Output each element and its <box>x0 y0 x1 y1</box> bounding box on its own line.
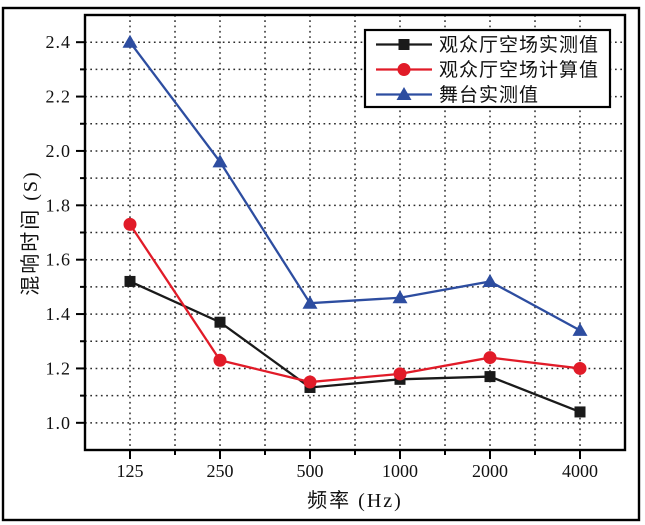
marker-triangle-icon <box>396 87 412 100</box>
marker-triangle-icon <box>572 322 588 336</box>
legend-label: 观众厅空场实测值 <box>439 34 599 56</box>
marker-square-icon <box>124 275 136 287</box>
marker-triangle-icon <box>392 290 408 304</box>
marker-square-icon <box>574 406 586 418</box>
y-axis-title: 混响时间 (S) <box>20 170 42 296</box>
marker-square-icon <box>398 39 410 50</box>
y-tick-label: 2.2 <box>46 87 72 107</box>
tick-labels: 1.0 1.2 1.4 1.6 1.8 2.0 2.2 2.4 125 250 500 1000 200… <box>46 32 599 481</box>
legend-label: 观众厅空场计算值 <box>439 59 599 81</box>
series-line <box>129 223 581 384</box>
x-tick-label: 250 <box>207 461 234 481</box>
x-tick-label: 125 <box>117 461 144 481</box>
y-tick-label: 1.2 <box>46 358 72 378</box>
y-tick-label: 1.0 <box>46 413 72 433</box>
marker-square-icon <box>484 371 496 383</box>
x-tick-label: 2000 <box>472 461 508 481</box>
marker-square-icon <box>214 316 226 328</box>
axis-ticks <box>76 41 581 459</box>
y-tick-label: 1.8 <box>46 195 72 215</box>
marker-triangle-icon <box>482 273 498 287</box>
series-1 <box>123 217 587 389</box>
legend-label: 舞台实测值 <box>439 84 539 106</box>
series-2 <box>122 34 588 336</box>
y-tick-label: 1.4 <box>46 304 72 324</box>
x-tick-label: 1000 <box>382 461 418 481</box>
x-tick-label: 4000 <box>562 461 598 481</box>
x-tick-label: 500 <box>297 461 324 481</box>
y-tick-label: 1.6 <box>46 250 72 270</box>
x-axis-title: 频率 (Hz) <box>307 490 403 512</box>
marker-circle-icon <box>483 351 497 365</box>
marker-circle-icon <box>573 361 587 375</box>
marker-circle-icon <box>123 217 137 231</box>
marker-circle-icon <box>393 367 407 381</box>
marker-circle-icon <box>213 353 227 367</box>
marker-circle-icon <box>397 63 411 76</box>
marker-circle-icon <box>303 375 317 389</box>
y-tick-label: 2.0 <box>46 141 72 161</box>
marker-triangle-icon <box>212 154 228 168</box>
y-tick-label: 2.4 <box>46 32 72 52</box>
marker-triangle-icon <box>302 295 318 309</box>
series-line <box>129 41 581 332</box>
series-line <box>129 280 581 414</box>
marker-triangle-icon <box>122 34 138 48</box>
